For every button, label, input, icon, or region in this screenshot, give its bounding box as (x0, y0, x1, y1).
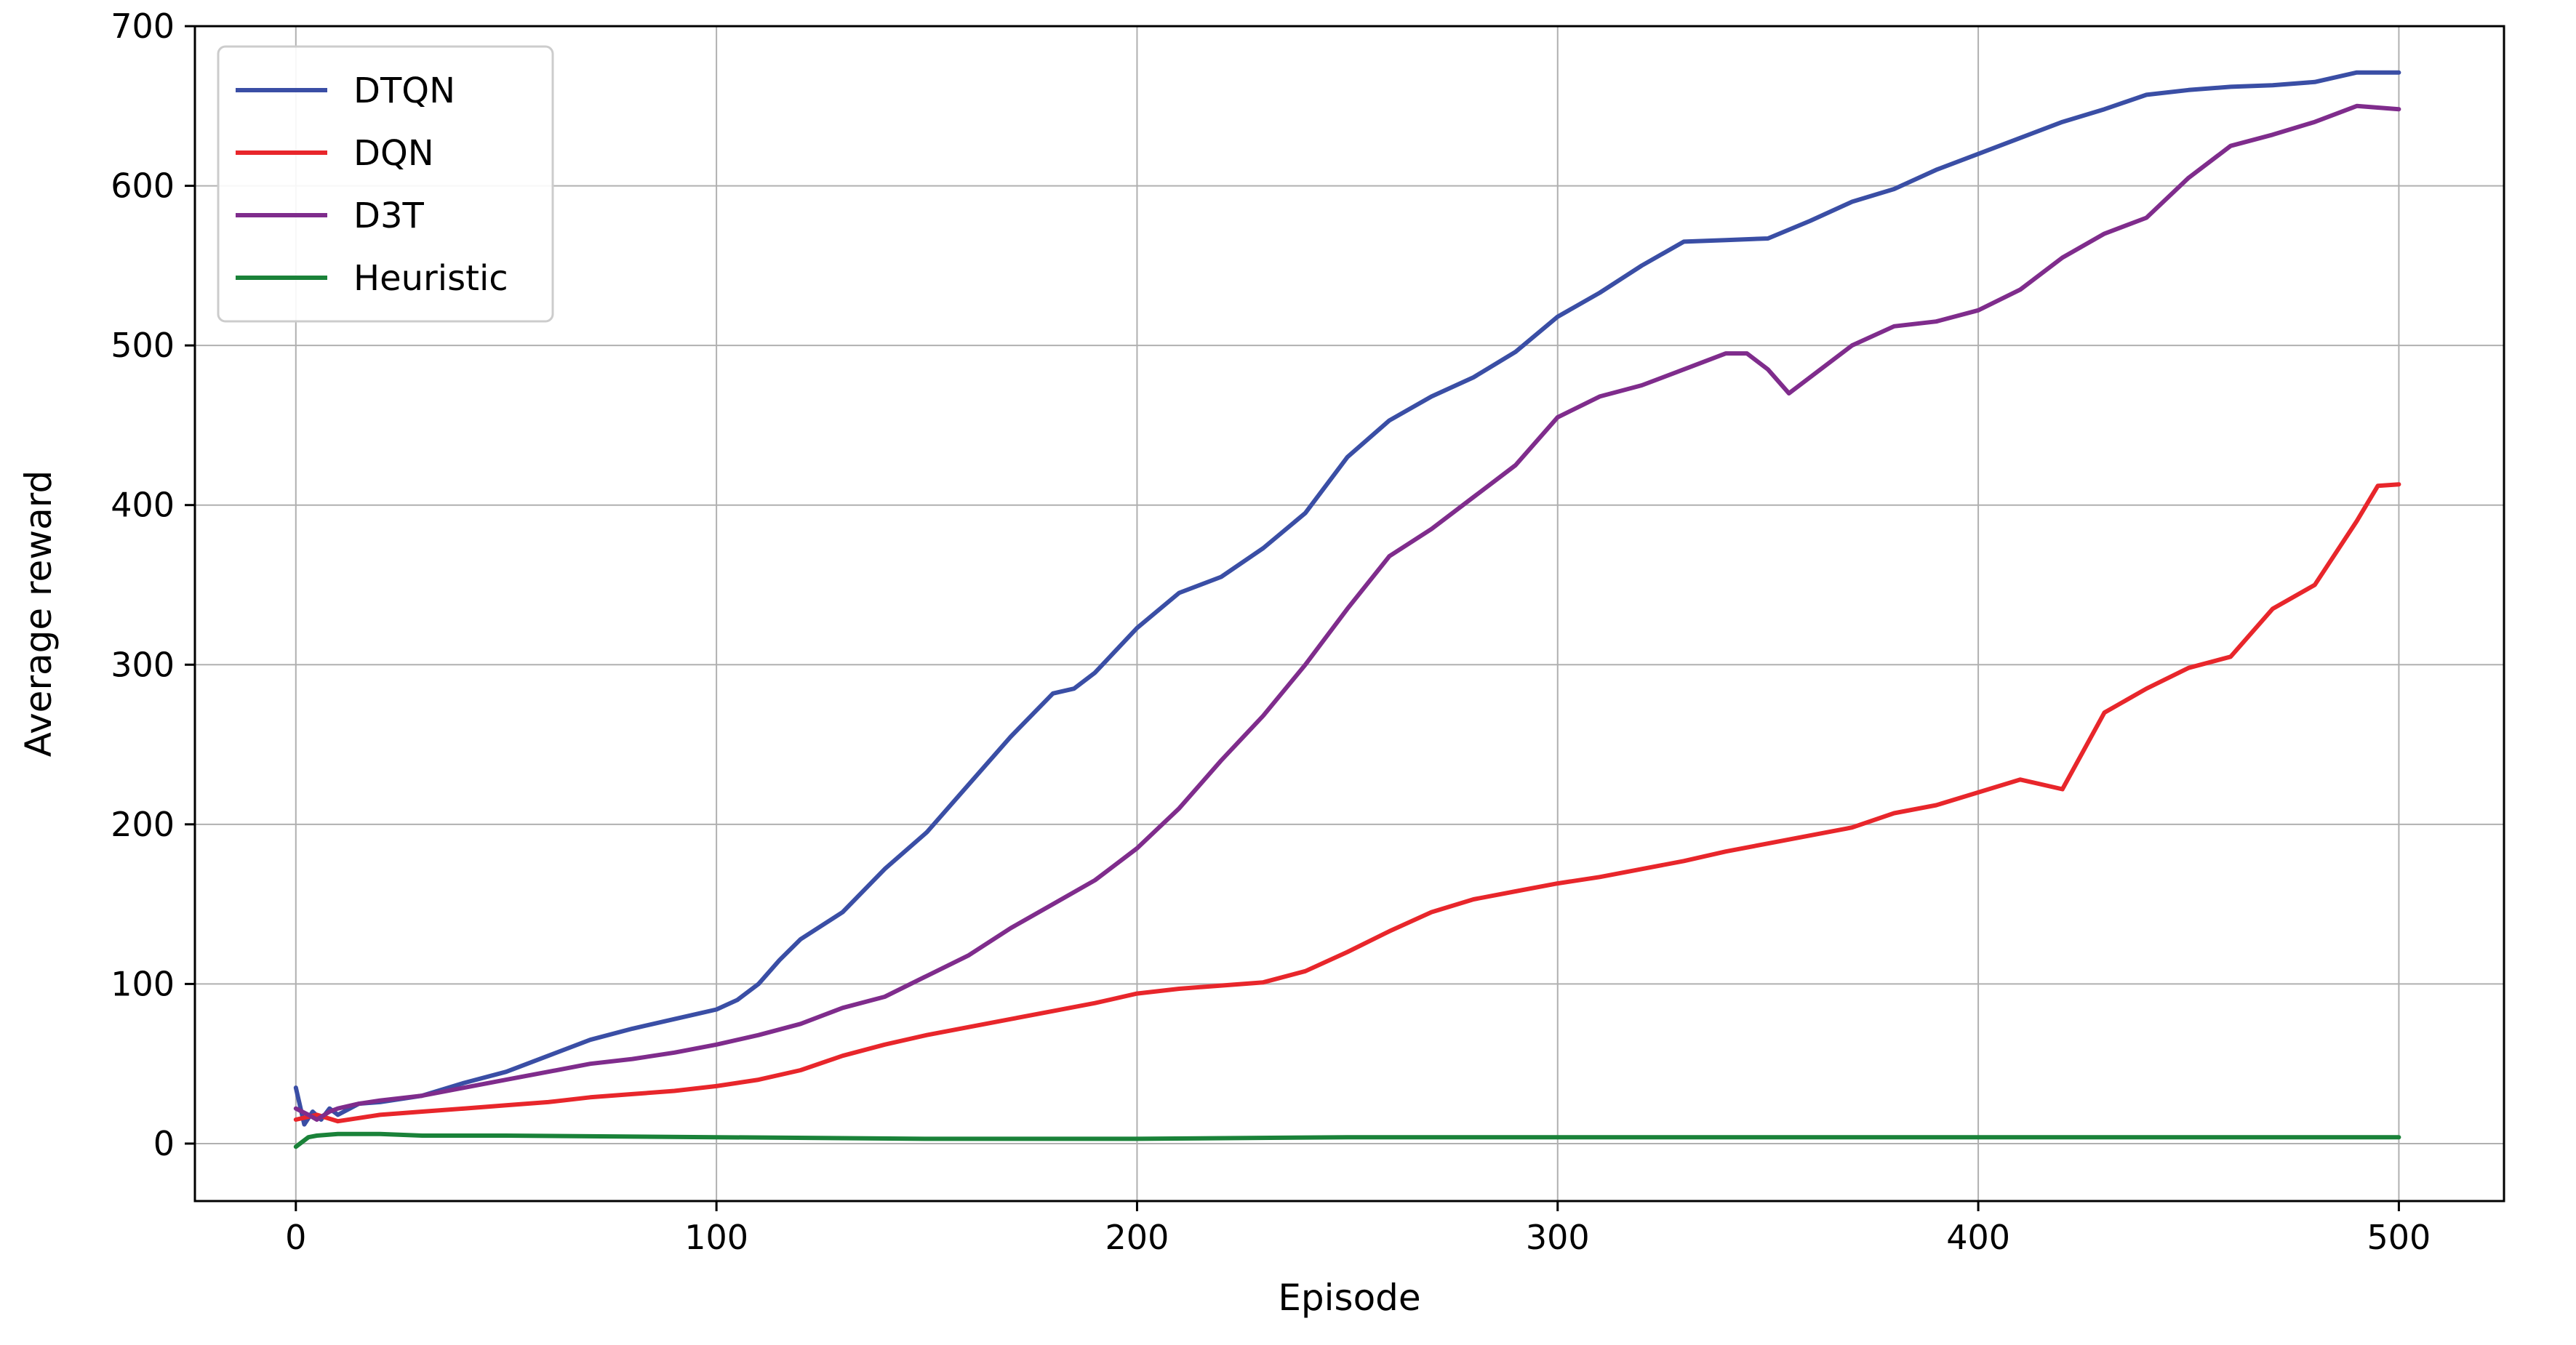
legend-label-dqn: DQN (353, 133, 434, 174)
legend-label-heuristic: Heuristic (353, 258, 508, 299)
y-tick-label: 0 (153, 1124, 175, 1163)
x-tick-label: 300 (1526, 1218, 1590, 1257)
series-line-dqn (293, 482, 2401, 1124)
legend-label-d3t: D3T (353, 196, 425, 236)
y-tick-label: 300 (111, 645, 175, 684)
series-line-dtqn (293, 70, 2401, 1127)
x-tick-label: 200 (1105, 1218, 1169, 1257)
legend-box (217, 45, 554, 323)
y-tick-label: 100 (111, 964, 175, 1003)
plot-frame (193, 25, 2505, 1203)
axis-ticks: 0 100 200 300 400 500 0 100 200 300 400 500 600 700 (111, 7, 2431, 1257)
y-tick-label: 500 (111, 326, 175, 365)
x-tick-label: 500 (2367, 1218, 2431, 1257)
y-tick-label: 700 (111, 7, 175, 46)
x-tick-label: 0 (285, 1218, 306, 1257)
x-tick-label: 100 (684, 1218, 748, 1257)
series-line-heuristic (293, 1131, 2401, 1149)
y-tick-label: 200 (111, 805, 175, 844)
legend-label-dtqn: DTQN (353, 71, 455, 111)
series-line-d3t (293, 103, 2401, 1122)
series-lines (293, 70, 2401, 1149)
y-tick-label: 400 (111, 486, 175, 525)
x-tick-label: 400 (1946, 1218, 2010, 1257)
x-axis-label: Episode (1278, 1277, 1420, 1319)
y-axis-label: Average reward (17, 470, 60, 757)
y-tick-label: 600 (111, 166, 175, 206)
legend: DTQN DQN D3T Heuristic (217, 45, 554, 323)
